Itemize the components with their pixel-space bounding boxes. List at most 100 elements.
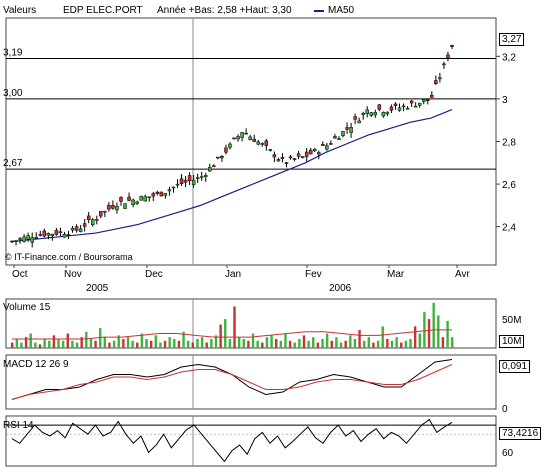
candle-down xyxy=(345,127,349,130)
candle-up xyxy=(413,105,418,108)
candle-up xyxy=(70,228,75,231)
volume-bar-up xyxy=(57,338,60,348)
candle-down xyxy=(272,154,277,158)
candle-down xyxy=(377,104,382,110)
volume-bar-up xyxy=(145,338,148,348)
volume-bar-down xyxy=(344,340,347,348)
volume-title: Volume 15 xyxy=(3,302,51,313)
candle-down xyxy=(430,95,434,98)
volume-bar-up xyxy=(437,315,440,348)
candle-down xyxy=(107,204,111,210)
candle-up xyxy=(62,234,67,238)
ma-legend-swatch xyxy=(314,10,324,12)
x-tick-label: Avr xyxy=(455,269,470,280)
candle-up xyxy=(228,143,232,148)
candle-down xyxy=(54,230,59,235)
header-label: Valeurs xyxy=(3,5,37,16)
candle-up xyxy=(337,138,341,140)
candle-down xyxy=(42,230,47,237)
y-tick-label: 3,2 xyxy=(502,52,516,63)
volume-bar-up xyxy=(390,340,394,348)
volume-bar-up xyxy=(376,340,380,348)
rsi-title: RSI 14 xyxy=(3,420,34,431)
volume-bar-down xyxy=(316,342,320,348)
candle-down xyxy=(151,193,156,197)
candle-up xyxy=(195,177,200,180)
volume-bar-up xyxy=(349,335,352,348)
candle-down xyxy=(179,178,184,185)
candle-down xyxy=(212,165,216,168)
volume-bar-up xyxy=(298,338,301,348)
volume-bar-up xyxy=(251,333,255,348)
macd-tick-label: 0 xyxy=(502,404,508,415)
candle-up xyxy=(268,149,273,151)
x-tick-label: Dec xyxy=(145,269,163,280)
candle-up xyxy=(248,136,252,141)
volume-bar-down xyxy=(413,326,417,348)
candle-up xyxy=(139,196,143,201)
candle-up xyxy=(438,77,442,80)
volume-bar-down xyxy=(80,337,83,348)
macd-title: MACD 12 26 9 xyxy=(3,359,69,370)
y-tick-label: 3 xyxy=(502,95,508,106)
volume-bar-up xyxy=(131,340,134,348)
volume-bar-down xyxy=(372,342,375,348)
volume-ma-line xyxy=(12,329,452,340)
candle-down xyxy=(280,157,285,159)
volume-bar-up xyxy=(423,311,426,348)
candle-up xyxy=(204,175,208,177)
candle-down xyxy=(353,116,357,120)
candle-up xyxy=(381,111,386,117)
candle-up xyxy=(317,152,321,155)
macd-plot-frame xyxy=(5,354,497,410)
candle-down xyxy=(292,158,297,160)
volume-bar-up xyxy=(85,331,88,348)
x-tick-label: Oct xyxy=(12,269,28,280)
candle-down xyxy=(14,240,18,242)
volume-bar-up xyxy=(409,338,412,348)
volume-bar-up xyxy=(395,337,398,348)
candle-down xyxy=(434,80,438,84)
candle-up xyxy=(349,127,353,133)
candle-down xyxy=(252,138,256,142)
candle-up xyxy=(95,219,99,221)
volume-bar-down xyxy=(275,338,278,348)
candle-up xyxy=(191,179,196,185)
candle-down xyxy=(216,156,220,159)
candle-up xyxy=(369,112,374,116)
year-stats: Année +Bas: 2,58 +Haut: 3,30 xyxy=(157,5,292,16)
candle-up xyxy=(417,102,422,106)
macd-panel: 0 xyxy=(5,354,508,415)
candle-up xyxy=(103,210,107,213)
volume-bar-down xyxy=(441,337,445,348)
candle-up xyxy=(341,131,345,136)
candle-down xyxy=(288,156,293,159)
candle-up xyxy=(421,99,426,102)
volume-bar-down xyxy=(108,342,111,348)
candle-up xyxy=(135,201,139,204)
volume-bar-up xyxy=(353,338,357,348)
volume-bar-up xyxy=(418,333,421,348)
candle-up xyxy=(30,237,34,243)
rsi-panel: 60 xyxy=(5,415,514,467)
volume-bar-down xyxy=(219,324,222,348)
volume-bar-down xyxy=(358,329,361,348)
volume-bar-up xyxy=(335,337,338,348)
candle-down xyxy=(82,223,87,227)
volume-bar-up xyxy=(20,342,23,348)
volume-bar-down xyxy=(386,338,389,348)
year-label: 2006 xyxy=(329,283,352,294)
volume-bar-down xyxy=(191,342,195,348)
candle-down xyxy=(10,240,14,243)
volume-bar-down xyxy=(302,335,306,348)
candle-up xyxy=(66,234,71,236)
candle-down xyxy=(446,54,450,59)
volume-bar-down xyxy=(66,333,69,348)
volume-bar-up xyxy=(168,337,171,348)
volume-bar-up xyxy=(117,335,120,348)
volume-bar-down xyxy=(400,342,403,348)
candle-up xyxy=(365,109,369,114)
volume-bar-up xyxy=(112,340,116,348)
volume-bar-up xyxy=(43,338,46,348)
candle-up xyxy=(208,167,212,172)
